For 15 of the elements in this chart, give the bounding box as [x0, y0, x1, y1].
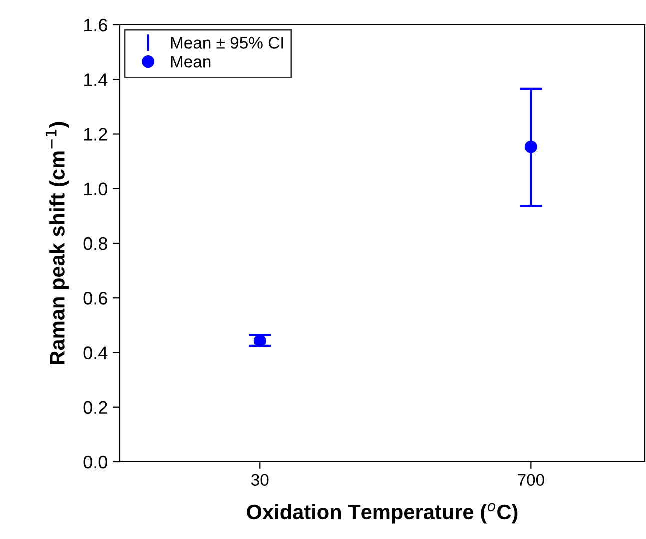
- y-tick-label: 1.2: [84, 128, 108, 141]
- y-tick-label: 1.0: [84, 182, 108, 196]
- y-tick-label: 0.2: [84, 401, 108, 414]
- x-tick-label: 700: [518, 474, 544, 486]
- y-axis-title: Raman peak shift (cm$^{−1}$): [46, 122, 70, 364]
- y-tick-label: 0.4: [84, 346, 108, 360]
- legend-label: Mean: [171, 56, 211, 68]
- y-tick-label: 1.4: [84, 74, 108, 86]
- x-axis-title: Oxidation Temperature ($^{o}$C): [247, 503, 518, 524]
- y-tick-label: 1.6: [84, 18, 108, 32]
- y-tick-label: 0.8: [84, 237, 108, 250]
- x-tick-label: 30: [251, 474, 269, 486]
- y-tick-label: 0.6: [84, 292, 108, 305]
- annotation: Mean ± 95% CI: [171, 37, 284, 49]
- y-tick-label: 0.0: [84, 456, 108, 469]
